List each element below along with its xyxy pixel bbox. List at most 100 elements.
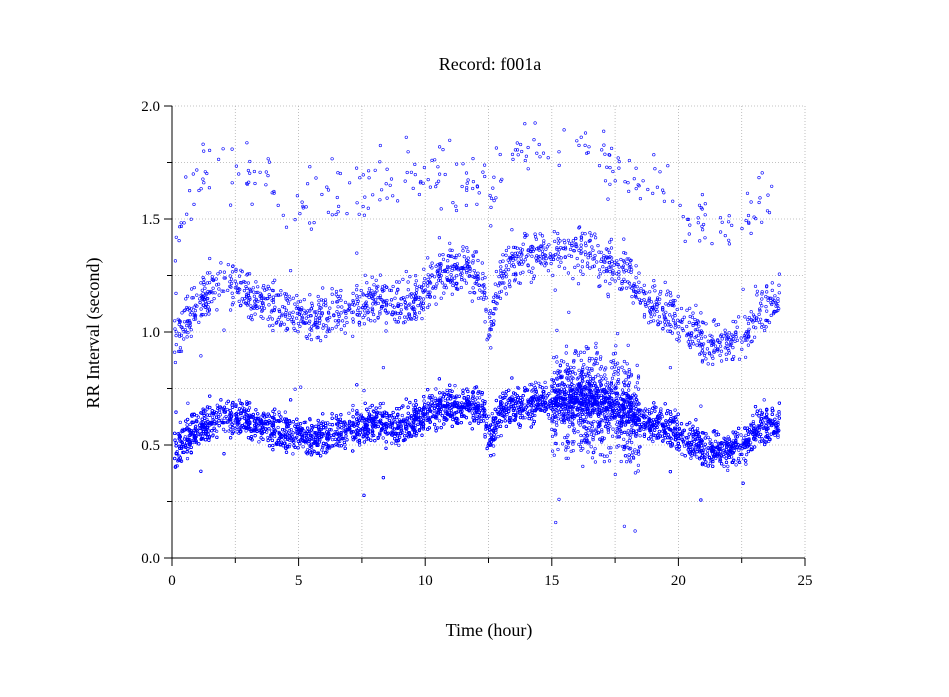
- chart-title: Record: f001a: [439, 54, 541, 74]
- data-point: [188, 422, 192, 427]
- data-point: [430, 400, 434, 405]
- data-point: [435, 426, 440, 430]
- data-point: [502, 395, 506, 400]
- data-point: [173, 456, 177, 461]
- data-point: [704, 432, 708, 436]
- data-point: [543, 380, 547, 385]
- data-point: [355, 409, 359, 413]
- data-point: [758, 440, 762, 444]
- data-point: [736, 442, 740, 447]
- data-point: [388, 424, 392, 428]
- data-point: [223, 429, 227, 433]
- data-point: [744, 453, 749, 457]
- data-point: [617, 394, 621, 398]
- data-point: [390, 441, 394, 445]
- data-point: [523, 416, 527, 420]
- data-point: [204, 438, 208, 442]
- data-point: [244, 429, 248, 433]
- data-point: [533, 394, 538, 399]
- data-point: [762, 442, 767, 447]
- data-point: [654, 436, 659, 440]
- data-point: [777, 416, 781, 420]
- data-point: [776, 433, 780, 437]
- data-point: [487, 414, 491, 418]
- data-point: [622, 380, 626, 384]
- data-point: [516, 386, 521, 390]
- data-point: [688, 421, 692, 425]
- data-point: [713, 439, 718, 444]
- data-point: [717, 442, 721, 446]
- data-point: [215, 435, 219, 440]
- data-point: [396, 422, 400, 426]
- data-point: [693, 453, 697, 457]
- data-point: [480, 392, 484, 397]
- data-point: [537, 381, 541, 385]
- data-point: [190, 412, 194, 416]
- data-point: [773, 417, 777, 421]
- data-point: [225, 407, 229, 412]
- data-point: [222, 452, 226, 456]
- data-point: [304, 420, 308, 424]
- data-point: [427, 396, 431, 400]
- data-point: [670, 443, 675, 447]
- data-point: [468, 421, 472, 425]
- data-point: [708, 461, 712, 466]
- data-point: [287, 428, 292, 433]
- data-point: [765, 431, 769, 436]
- data-point: [235, 416, 239, 420]
- data-point: [674, 445, 678, 449]
- data-point: [221, 427, 226, 432]
- data-point: [457, 401, 461, 405]
- data-point: [351, 408, 355, 412]
- data-point: [225, 401, 229, 405]
- data-point: [520, 414, 525, 418]
- data-point: [566, 391, 571, 395]
- data-point: [651, 439, 655, 444]
- data-point: [708, 438, 712, 442]
- data-point: [355, 383, 359, 387]
- data-point: [416, 410, 421, 415]
- data-point: [235, 425, 239, 429]
- data-point: [478, 396, 482, 400]
- data-point: [674, 431, 679, 436]
- data-point: [218, 410, 222, 414]
- data-point: [329, 428, 333, 432]
- data-point: [477, 419, 481, 423]
- data-point: [196, 415, 200, 419]
- data-point: [679, 422, 684, 426]
- data-point: [500, 403, 504, 407]
- data-point: [281, 432, 285, 436]
- data-point: [399, 423, 403, 428]
- data-point: [371, 409, 375, 413]
- data-point: [378, 406, 382, 410]
- data-point: [413, 407, 417, 412]
- data-point: [686, 435, 690, 439]
- data-point: [718, 459, 722, 463]
- data-point: [673, 408, 677, 412]
- data-point: [208, 394, 212, 398]
- data-point: [744, 462, 748, 466]
- data-point: [291, 431, 295, 435]
- data-point: [276, 425, 280, 430]
- data-point: [287, 445, 291, 449]
- data-point: [237, 398, 241, 402]
- data-point: [337, 444, 341, 448]
- data-point: [751, 420, 756, 424]
- data-point: [426, 401, 430, 405]
- data-point: [751, 413, 755, 418]
- data-point: [533, 380, 538, 384]
- data-point: [434, 426, 438, 430]
- data-point: [367, 427, 371, 431]
- data-point: [400, 413, 404, 418]
- data-point: [181, 450, 185, 455]
- data-point: [342, 424, 346, 428]
- data-point: [706, 464, 710, 468]
- data-point: [743, 459, 748, 463]
- data-point: [323, 433, 328, 437]
- data-point: [330, 438, 335, 442]
- data-point: [211, 415, 215, 419]
- data-point: [729, 455, 734, 459]
- data-point: [205, 407, 209, 411]
- data-point: [532, 419, 537, 424]
